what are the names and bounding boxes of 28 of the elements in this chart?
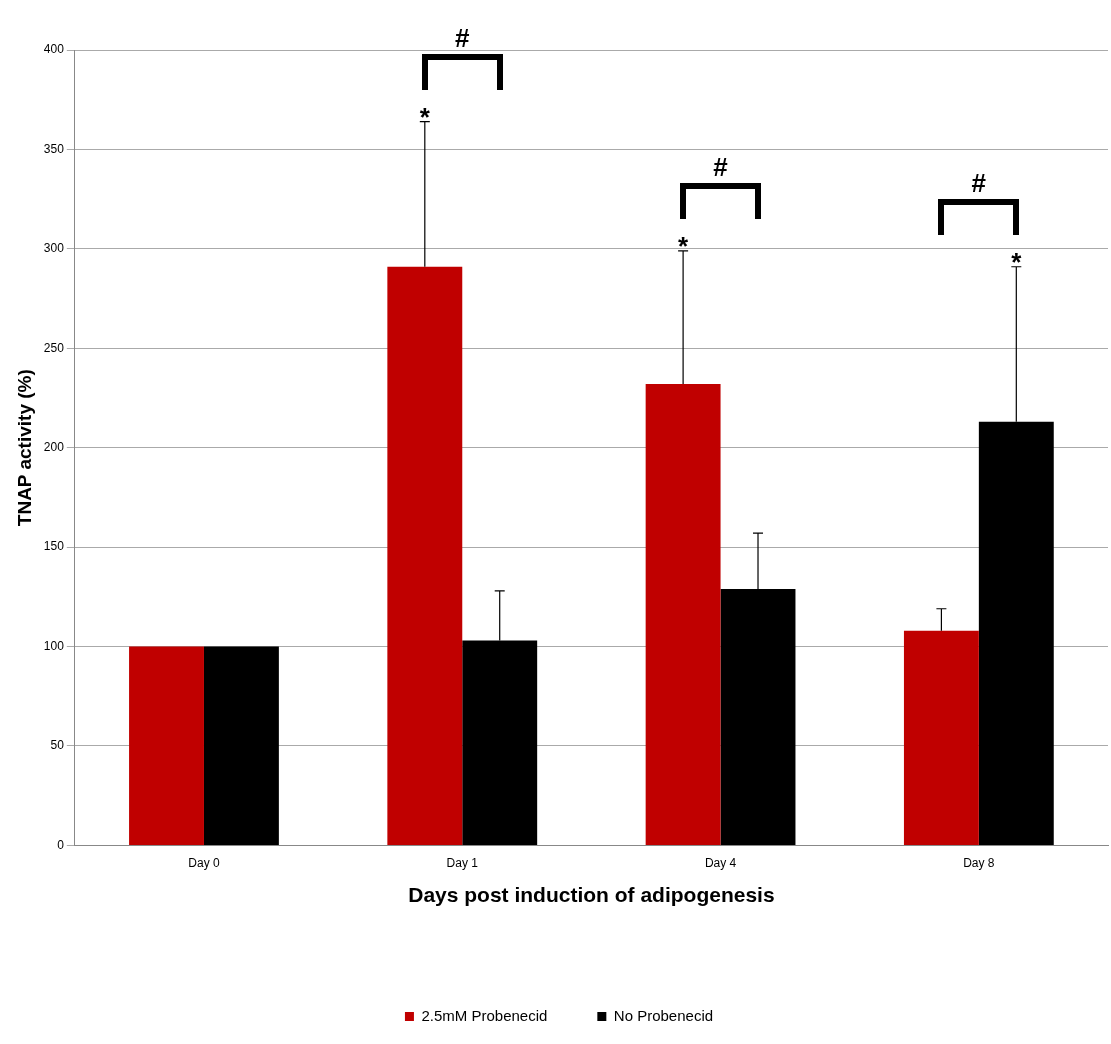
y-axis-title: TNAP activity (%) bbox=[13, 369, 35, 527]
x-tick-label: Day 8 bbox=[963, 855, 995, 870]
x-tick-label: Day 4 bbox=[704, 855, 737, 870]
y-tick-label: 200 bbox=[43, 440, 65, 455]
annotation: * bbox=[419, 101, 431, 132]
bar bbox=[203, 646, 279, 845]
bar bbox=[129, 646, 204, 845]
legend-label: No Probenecid bbox=[613, 1006, 714, 1024]
bar bbox=[903, 630, 979, 845]
legend-label: 2.5mM Probenecid bbox=[421, 1006, 548, 1024]
y-tick-label: 150 bbox=[43, 539, 65, 554]
x-tick-label: Day 1 bbox=[446, 855, 479, 870]
annotation: # bbox=[971, 167, 987, 198]
x-axis-title: Days post induction of adipogenesis bbox=[408, 883, 775, 907]
annotation: * bbox=[678, 231, 690, 262]
annotation: * bbox=[1011, 246, 1023, 277]
bar bbox=[387, 266, 463, 845]
y-tick-label: 250 bbox=[43, 340, 65, 355]
bar bbox=[645, 384, 721, 845]
y-tick-label: 300 bbox=[43, 241, 65, 256]
annotation: # bbox=[455, 22, 471, 53]
y-tick-label: 100 bbox=[43, 638, 65, 653]
x-tick-label: Day 0 bbox=[188, 855, 220, 870]
y-tick-label: 350 bbox=[43, 141, 65, 156]
y-tick-label: 50 bbox=[50, 738, 65, 753]
y-tick-label: 400 bbox=[43, 42, 65, 57]
annotation: # bbox=[713, 152, 729, 183]
y-tick-label: 0 bbox=[57, 837, 65, 852]
